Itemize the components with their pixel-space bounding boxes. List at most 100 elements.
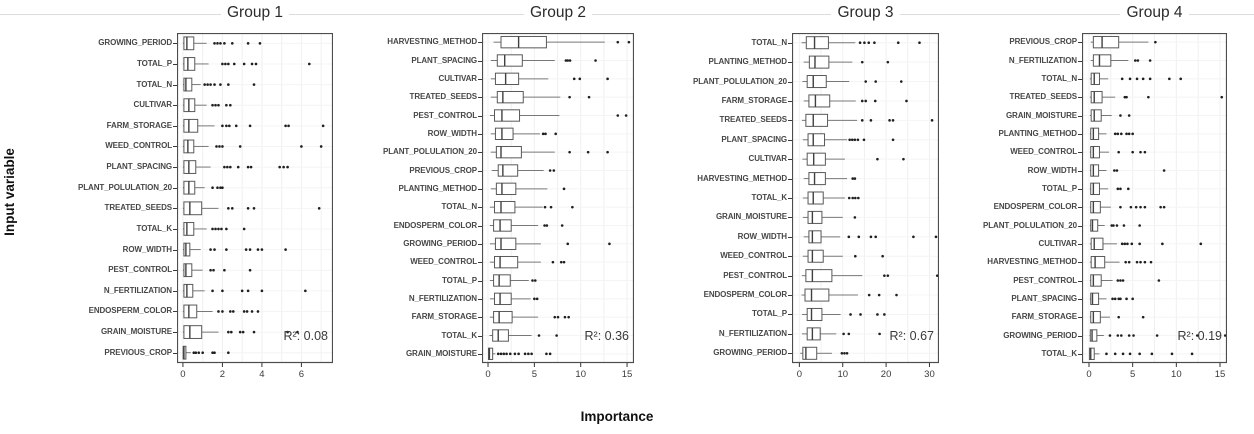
x-tick-label: 5: [1130, 369, 1136, 380]
y-axis-title: Input variable: [2, 148, 17, 236]
y-axis-label: PLANT_POLULATION_20: [383, 147, 477, 157]
y-axis-label: PREVIOUS_CROP: [1009, 37, 1077, 47]
box: [494, 127, 514, 141]
box: [807, 191, 824, 205]
x-tick-label: 10: [837, 369, 849, 380]
box: [802, 346, 818, 360]
y-axis-label: GRAIN_MOISTURE: [1005, 110, 1077, 120]
y-tick: [478, 152, 482, 154]
box: [492, 329, 509, 342]
box: [805, 113, 829, 127]
r-squared-label: R²: 0.19: [1177, 329, 1222, 343]
box: [183, 283, 194, 298]
box: [805, 36, 829, 50]
y-tick: [173, 84, 177, 86]
y-axis-label: HARVESTING_METHOD: [387, 37, 477, 47]
y-tick: [1078, 115, 1082, 117]
y-axis-label: PEST_CONTROL: [723, 270, 787, 280]
x-tick-label: 0: [796, 369, 802, 380]
facet-title-text: Group 3: [831, 3, 900, 23]
y-axis-label: WEED_CONTROL: [1010, 147, 1077, 157]
x-tick-label: 10: [575, 369, 586, 380]
y-tick: [1078, 170, 1082, 172]
facet-title: Group 1: [177, 3, 333, 23]
y-axis-label: GROWING_PERIOD: [403, 238, 477, 248]
y-tick: [173, 228, 177, 230]
box: [183, 201, 203, 216]
box: [806, 75, 827, 89]
box: [1090, 310, 1101, 324]
y-tick: [1078, 335, 1082, 337]
x-tick-label: 0: [180, 369, 186, 380]
y-tick: [1078, 353, 1082, 355]
y-axis-label: TREATED_SEEDS: [1009, 92, 1078, 102]
y-tick: [173, 332, 177, 334]
y-axis-label: ENDOSPERM_COLOR: [703, 290, 788, 300]
y-tick: [173, 208, 177, 210]
y-axis-label: N_FERTILIZATION: [103, 285, 172, 295]
y-tick: [1078, 188, 1082, 190]
y-tick: [478, 335, 482, 337]
box: [1090, 72, 1100, 86]
y-tick: [1078, 78, 1082, 80]
box: [1089, 329, 1098, 342]
y-axis-label: CULTIVAR: [748, 154, 788, 164]
box: [1092, 35, 1120, 49]
y-axis-label: PLANTING_METHOD: [708, 57, 787, 67]
box: [183, 77, 193, 92]
y-axis-label: FARM_STORAGE: [106, 120, 172, 130]
y-axis-label: TOTAL_K: [1041, 348, 1078, 358]
y-tick: [173, 146, 177, 148]
y-axis-label: WEED_CONTROL: [105, 141, 172, 151]
y-axis-label: TREATED_SEEDS: [104, 203, 173, 213]
x-tick-label: 0: [1086, 369, 1092, 380]
box: [487, 347, 494, 361]
y-tick: [788, 314, 792, 316]
y-axis-label: PLANTING_METHOD: [998, 128, 1077, 138]
box: [807, 249, 824, 263]
y-axis-label: GRAIN_MOISTURE: [715, 212, 787, 222]
y-axis-label: HARVESTING_METHOD: [697, 173, 787, 183]
box: [494, 292, 512, 306]
y-tick: [1078, 280, 1082, 282]
box: [1090, 127, 1100, 141]
box: [1090, 292, 1100, 306]
y-axis-label: GRAIN_MOISTURE: [100, 327, 172, 337]
box: [1092, 54, 1112, 67]
y-tick: [788, 42, 792, 44]
y-tick: [478, 133, 482, 135]
y-axis-label: CULTIVAR: [133, 100, 173, 110]
box: [807, 210, 823, 224]
box: [808, 94, 831, 108]
y-tick: [478, 42, 482, 44]
y-tick: [788, 256, 792, 258]
y-axis-label: PLANT_SPACING: [1011, 293, 1077, 303]
y-axis-label: GROWING_PERIOD: [98, 38, 172, 48]
y-axis-label: N_FERTILIZATION: [408, 293, 477, 303]
box: [1090, 200, 1101, 214]
y-tick: [478, 243, 482, 245]
r-squared-label: R²: 0.08: [283, 329, 328, 343]
boxplot-canvas: [792, 33, 939, 367]
y-tick: [788, 62, 792, 64]
box: [494, 200, 516, 214]
y-tick: [478, 60, 482, 62]
top-rule: [0, 14, 1254, 15]
box: [808, 55, 830, 69]
y-tick: [1078, 243, 1082, 245]
y-axis-label: PLANT_SPACING: [721, 134, 787, 144]
box: [1090, 90, 1103, 104]
y-axis-label: WEED_CONTROL: [720, 251, 787, 261]
y-tick: [788, 81, 792, 83]
y-axis-label: FARM_STORAGE: [721, 95, 787, 105]
x-tick-label: 15: [1214, 369, 1226, 380]
y-tick: [788, 236, 792, 238]
box: [183, 139, 195, 154]
y-tick: [478, 188, 482, 190]
y-axis-label: PREVIOUS_CROP: [104, 347, 172, 357]
r-squared-label: R²: 0.67: [889, 329, 934, 343]
box: [1090, 219, 1099, 232]
box: [1090, 182, 1100, 196]
box: [806, 307, 823, 321]
y-axis-label: TREATED_SEEDS: [409, 92, 478, 102]
